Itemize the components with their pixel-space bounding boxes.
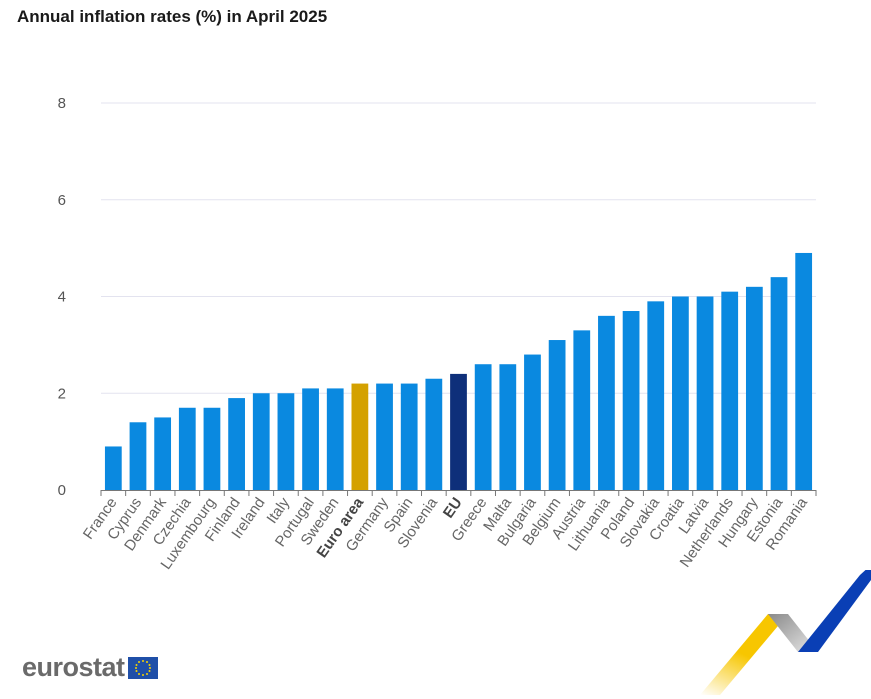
bar	[376, 383, 393, 490]
bar	[499, 364, 517, 490]
bar-chart: 02468FranceCyprusDenmarkCzechiaLuxembour…	[58, 95, 817, 573]
bar	[302, 388, 319, 490]
bar	[745, 286, 763, 490]
y-tick-label: 4	[58, 289, 66, 306]
bar	[252, 393, 270, 490]
y-tick-label: 0	[58, 482, 66, 499]
bar	[203, 407, 221, 490]
bar	[795, 252, 813, 490]
bar	[326, 388, 344, 490]
bar	[104, 446, 122, 490]
bar	[573, 330, 591, 490]
bar	[770, 277, 788, 490]
bar	[647, 301, 665, 490]
bar	[721, 291, 739, 490]
bar	[351, 383, 369, 490]
chart-title: Annual inflation rates (%) in April 2025	[17, 7, 328, 26]
bar	[696, 296, 714, 490]
logo-text: eurostat	[22, 652, 125, 682]
eurostat-logo: eurostat	[22, 652, 158, 683]
bar	[524, 354, 541, 490]
y-tick-label: 6	[58, 192, 66, 209]
bar	[622, 311, 640, 490]
y-tick-label: 8	[58, 95, 66, 112]
decorative-ribbon-icon	[700, 570, 871, 695]
bar	[672, 296, 689, 490]
bar	[474, 364, 492, 490]
bar	[450, 373, 467, 490]
bar	[129, 422, 147, 490]
y-tick-label: 2	[58, 385, 66, 402]
bar	[425, 378, 443, 490]
eu-flag-icon	[127, 656, 158, 679]
bar	[400, 383, 418, 490]
bar	[178, 407, 196, 490]
bar	[598, 315, 615, 490]
bar	[228, 398, 245, 490]
bar	[548, 340, 566, 490]
bar	[154, 417, 172, 490]
bar	[277, 393, 295, 490]
